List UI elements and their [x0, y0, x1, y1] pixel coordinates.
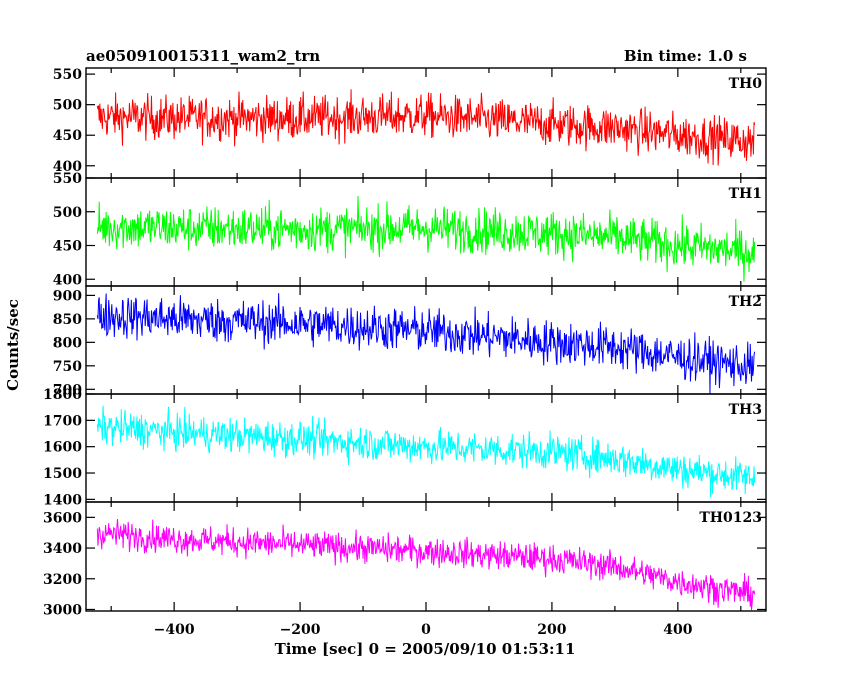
- y-tick-label: 1700: [43, 413, 82, 429]
- y-tick-label: 900: [53, 288, 82, 304]
- y-tick-label: 850: [53, 312, 82, 328]
- series-line-th0: [96, 89, 756, 166]
- panel-th1: 400 450 500 550 TH1: [53, 171, 767, 288]
- bin-time-label: Bin time: 1.0 s: [624, 47, 747, 65]
- panel-frame: [85, 501, 767, 612]
- y-tick-label: 3200: [43, 572, 82, 588]
- y-tick-label: 500: [53, 205, 82, 221]
- y-tick-label: 3400: [43, 541, 82, 557]
- y-tick-label: 550: [53, 67, 82, 83]
- x-tick-label: −200: [280, 622, 321, 638]
- chart-title: ae050910015311_wam2_trn: [86, 47, 320, 65]
- panel-th3: 1400 1500 1600 1700 1800 TH3: [43, 387, 767, 508]
- y-tick-label: 750: [53, 359, 82, 375]
- y-tick-label: 400: [53, 272, 82, 288]
- panel-label-th1: TH1: [729, 186, 762, 202]
- y-tick-label: 1400: [43, 492, 82, 508]
- y-tick-label: 700: [53, 382, 82, 398]
- y-tick-label: 3600: [43, 510, 82, 526]
- y-tick-label: 1800: [43, 387, 82, 403]
- panel-th2: 700 750 800 850 900 TH2: [53, 285, 767, 398]
- y-tick-label: 450: [53, 239, 82, 255]
- x-tick-label: 400: [663, 622, 692, 638]
- panel-label-th0: TH0: [729, 76, 763, 92]
- y-tick-label: 450: [53, 128, 82, 144]
- panel-th0: 400 450 500 550 TH0: [53, 67, 767, 179]
- y-tick-label: 1500: [43, 466, 82, 482]
- x-tick-label: −400: [154, 622, 195, 638]
- panel-label-th0123: TH0123: [699, 510, 762, 526]
- panel-th0123: 3000 3200 3400 3600 TH0123: [43, 501, 767, 618]
- x-tick-label: 200: [537, 622, 566, 638]
- y-axis-label: Counts/sec: [4, 299, 22, 391]
- panel-label-th2: TH2: [729, 294, 762, 310]
- y-tick-label: 400: [53, 159, 82, 175]
- y-tick-label: 1600: [43, 440, 82, 456]
- series-line-th2: [96, 293, 756, 394]
- y-tick-label: 3000: [43, 602, 82, 618]
- series-line-th1: [96, 195, 756, 282]
- x-tick-label: 0: [421, 622, 431, 638]
- panel-label-th3: TH3: [729, 402, 762, 418]
- y-tick-label: 800: [53, 335, 82, 351]
- y-tick-label: 500: [53, 98, 82, 114]
- y-tick-label: 550: [53, 171, 82, 187]
- series-line-th3: [96, 405, 756, 498]
- x-axis-label: Time [sec] 0 = 2005/09/10 01:53:11: [275, 640, 576, 658]
- series-line-th0123: [96, 518, 756, 611]
